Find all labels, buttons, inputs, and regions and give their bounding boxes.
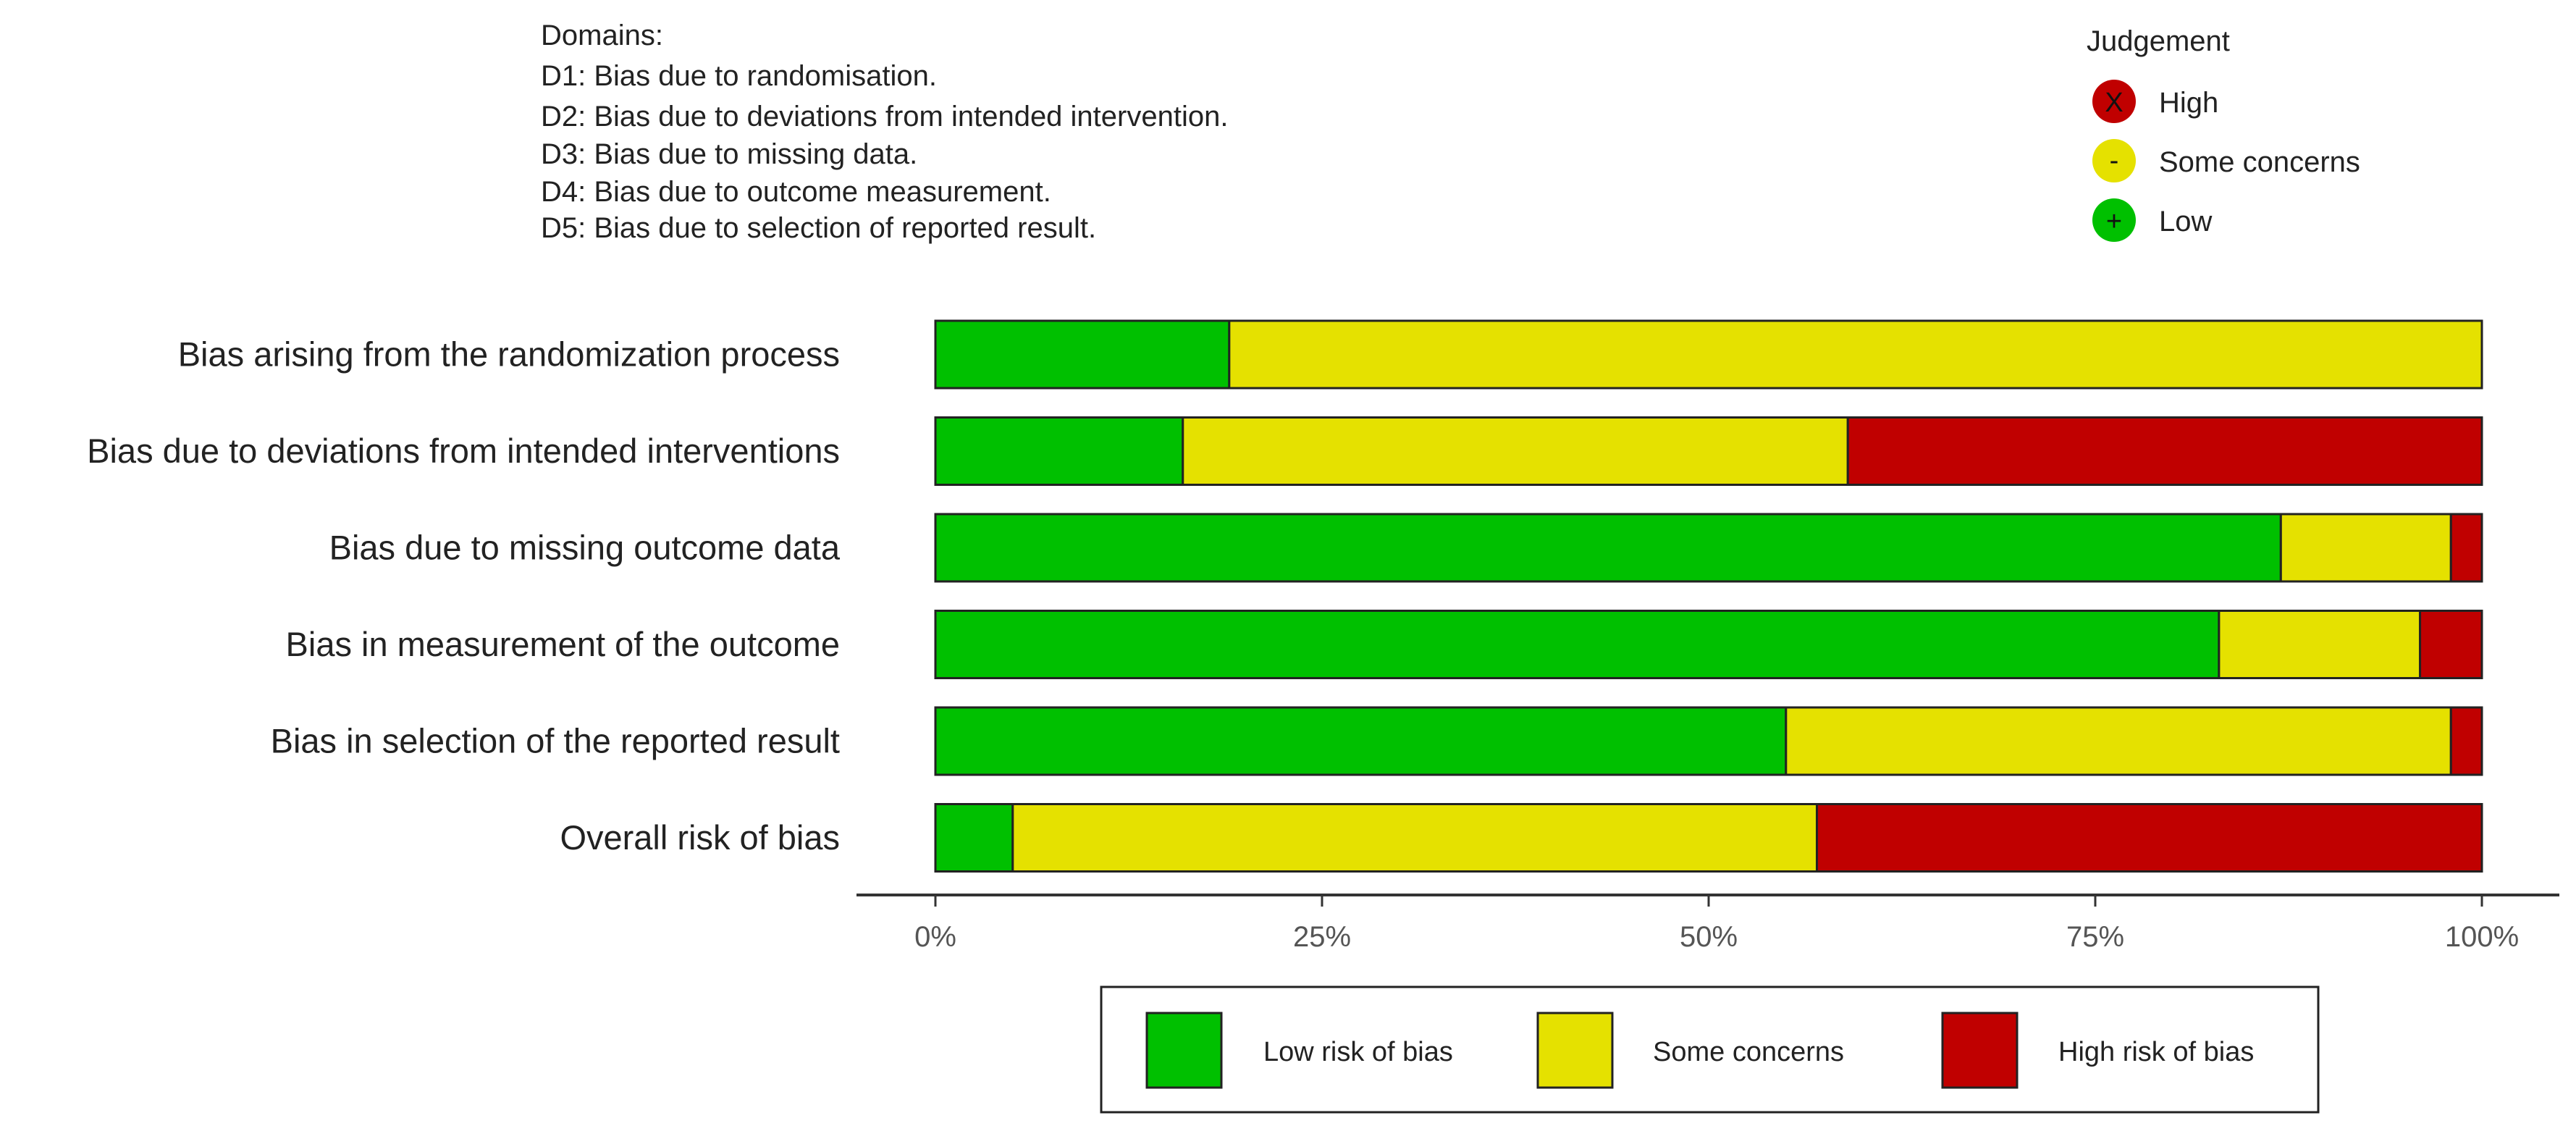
judgement-high-icon — [2092, 80, 2136, 123]
category-label-bias-in-selection-of-the-reported-result: Bias in selection of the reported result — [271, 722, 840, 760]
legend-swatch-high-risk-of-bias — [1941, 1012, 2019, 1089]
x-tick-label-100: 100% — [2445, 921, 2519, 953]
bar-high-risk-of-bias-2 — [1846, 416, 2483, 486]
bar-some-concerns-5 — [1785, 706, 2452, 776]
bars — [934, 319, 2483, 873]
category-label-bias-arising-from-the-randomization-process: Bias arising from the randomization proc… — [178, 335, 840, 374]
bar-low-risk-of-bias-6 — [934, 803, 1014, 873]
domain-line-d2: D2: Bias due to deviations from intended… — [541, 101, 1228, 133]
bar-high-risk-of-bias-6 — [1816, 803, 2483, 873]
domains-title: Domains: — [541, 20, 663, 51]
legend-label-high-risk-of-bias: High risk of bias — [2058, 1037, 2254, 1067]
x-tick-label-25: 25% — [1293, 921, 1351, 953]
judgement-some-concerns-label: Some concerns — [2159, 146, 2360, 178]
x-tick-label-0: 0% — [914, 921, 956, 953]
judgement-high-label: High — [2159, 87, 2218, 119]
judgement-some-concerns-icon — [2092, 139, 2136, 182]
legend-frame — [1100, 985, 2320, 1114]
bar-some-concerns-3 — [2279, 513, 2452, 583]
bar-high-risk-of-bias-5 — [2449, 706, 2483, 776]
judgement-key: Judgement X High - Some concerns + Low — [2087, 25, 2360, 242]
judgement-low-symbol: + — [2106, 206, 2122, 237]
bar-low-risk-of-bias-2 — [934, 416, 1184, 486]
bar-high-risk-of-bias-4 — [2419, 610, 2483, 679]
legend-swatch-low-risk-of-bias — [1145, 1012, 1223, 1089]
judgement-high-symbol: X — [2105, 88, 2123, 118]
domains-note: Domains: D1: Bias due to randomisation. … — [541, 20, 1228, 244]
judgement-low-label: Low — [2159, 206, 2212, 238]
judgement-title: Judgement — [2087, 25, 2230, 57]
bar-some-concerns-6 — [1011, 803, 1819, 873]
bar-low-risk-of-bias-5 — [934, 706, 1788, 776]
category-labels: Bias arising from the randomization proc… — [87, 335, 841, 857]
bar-some-concerns-2 — [1182, 416, 1849, 486]
judgement-some-concerns-symbol: - — [2110, 146, 2119, 176]
domain-line-d3: D3: Bias due to missing data. — [541, 138, 917, 170]
category-label-overall-risk-of-bias: Overall risk of bias — [560, 818, 840, 857]
category-label-bias-in-measurement-of-the-outcome: Bias in measurement of the outcome — [286, 625, 840, 663]
x-tick-label-75: 75% — [2066, 921, 2124, 953]
category-label-bias-due-to-missing-outcome-data: Bias due to missing outcome data — [329, 529, 841, 567]
bar-some-concerns-1 — [1228, 319, 2483, 390]
bar-some-concerns-4 — [2218, 610, 2422, 679]
legend-label-low-risk-of-bias: Low risk of bias — [1263, 1037, 1453, 1067]
bar-low-risk-of-bias-1 — [934, 319, 1231, 390]
domain-line-d5: D5: Bias due to selection of reported re… — [541, 212, 1096, 244]
bar-high-risk-of-bias-3 — [2449, 513, 2483, 583]
legend: Low risk of bias Some concerns High risk o… — [1100, 985, 2320, 1114]
legend-label-some-concerns: Some concerns — [1653, 1037, 1844, 1067]
bar-low-risk-of-bias-3 — [934, 513, 2282, 583]
category-label-bias-due-to-deviations-from-intended-interventions: Bias due to deviations from intended int… — [87, 432, 840, 470]
judgement-low-icon — [2092, 198, 2136, 242]
x-tick-label-50: 50% — [1680, 921, 1738, 953]
bar-low-risk-of-bias-4 — [934, 610, 2221, 679]
x-axis: 0% 25% 50% 75% 100% — [856, 894, 2559, 953]
legend-swatch-some-concerns — [1536, 1012, 1614, 1089]
domain-line-d4: D4: Bias due to outcome measurement. — [541, 176, 1051, 208]
domain-line-d1: D1: Bias due to randomisation. — [541, 60, 937, 92]
